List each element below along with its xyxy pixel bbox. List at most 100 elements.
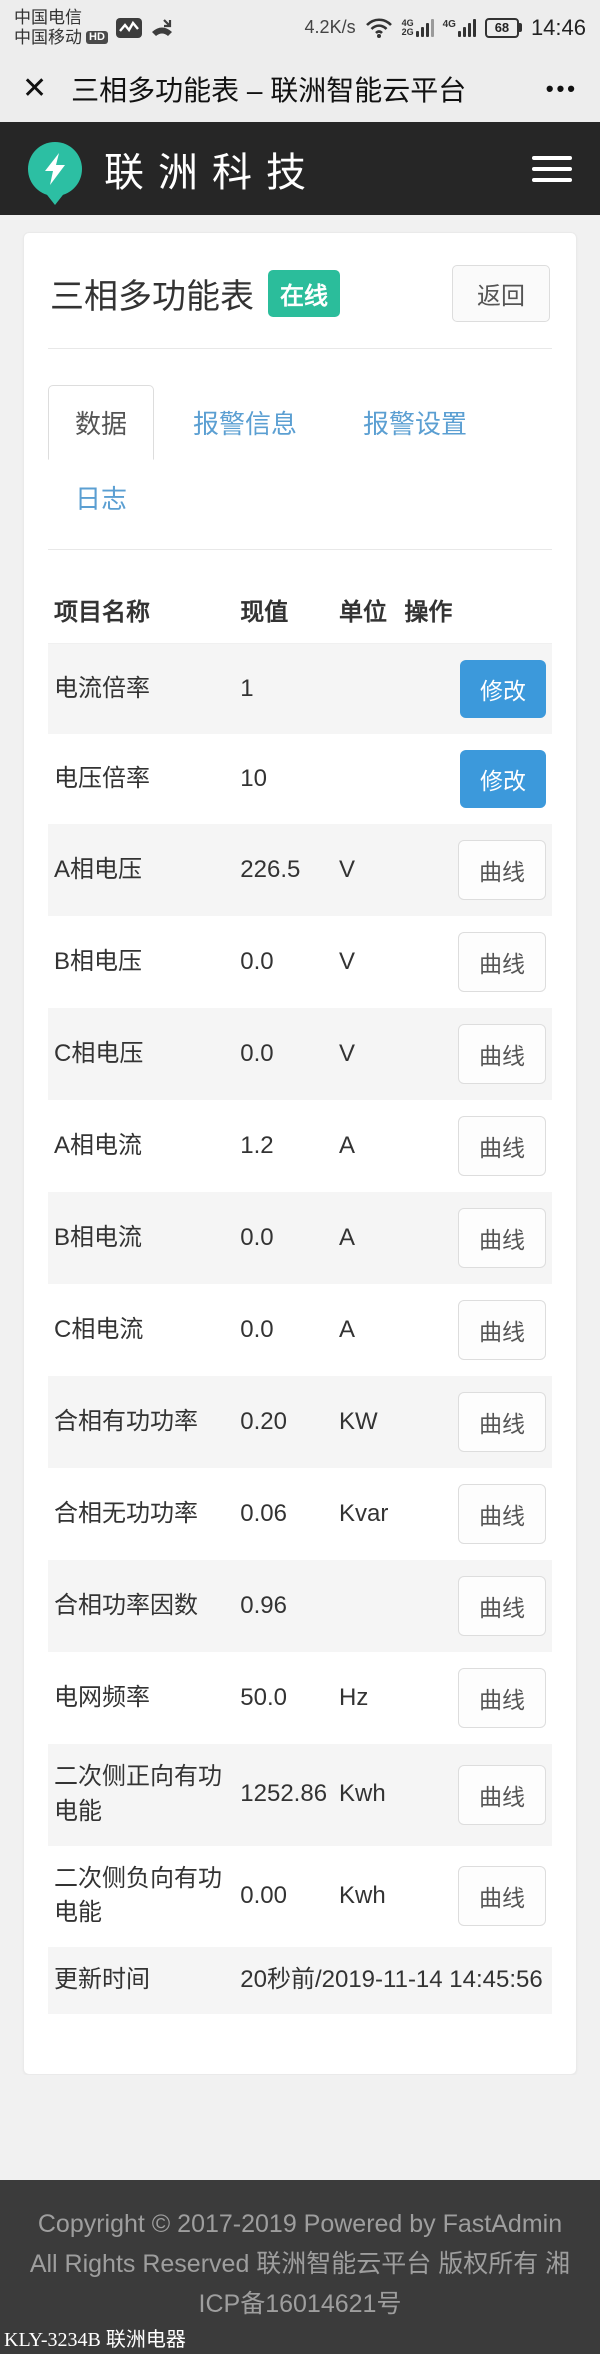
item-action-cell: 曲线	[398, 1560, 552, 1652]
close-icon[interactable]: ✕	[22, 71, 48, 105]
item-name: 合相有功功率	[54, 1407, 198, 1435]
item-unit: A	[339, 1315, 356, 1343]
page-title: 三相多功能表	[50, 278, 254, 316]
curve-button[interactable]: 曲线	[458, 1484, 546, 1544]
item-name: 电流倍率	[54, 674, 150, 702]
status-badge: 在线	[268, 270, 340, 317]
curve-button[interactable]: 曲线	[458, 1300, 546, 1360]
table-row: C相电流 0.0 A 曲线	[48, 1284, 552, 1376]
item-unit	[333, 644, 398, 735]
curve-button[interactable]: 曲线	[458, 1116, 546, 1176]
item-action-cell: 曲线	[398, 1846, 552, 1948]
table-row: 电压倍率 10 修改	[48, 734, 552, 824]
brand-name: 联洲科技	[104, 150, 320, 195]
item-action-cell: 曲线	[398, 1744, 552, 1846]
battery-percent: 68	[494, 20, 510, 35]
modify-button[interactable]: 修改	[460, 750, 546, 808]
hd-volte-icon: HD	[86, 31, 108, 44]
network-speed: 4.2K/s	[304, 17, 356, 37]
item-action-cell: 曲线	[398, 1376, 552, 1468]
curve-button[interactable]: 曲线	[458, 1668, 546, 1728]
item-name: B相电流	[54, 1223, 143, 1251]
item-value: 0.0	[240, 947, 274, 975]
item-value: 1	[240, 674, 254, 702]
curve-button[interactable]: 曲线	[458, 1208, 546, 1268]
item-value: 50.0	[240, 1683, 287, 1711]
curve-button[interactable]: 曲线	[458, 1866, 546, 1927]
item-name: 合相无功功率	[54, 1499, 198, 1527]
item-value: 0.0	[240, 1039, 274, 1067]
clock: 14:46	[530, 14, 586, 40]
item-action-cell: 曲线	[398, 1100, 552, 1192]
table-row: 合相有功功率 0.20 KW 曲线	[48, 1376, 552, 1468]
item-name: A相电压	[54, 855, 143, 883]
curve-button[interactable]: 曲线	[458, 1024, 546, 1084]
table-row: 电网频率 50.0 Hz 曲线	[48, 1652, 552, 1744]
item-value: 0.20	[240, 1407, 287, 1435]
item-unit: V	[339, 947, 356, 975]
page-bottom-spacer	[0, 2074, 600, 2180]
item-unit: Kwh	[339, 1881, 386, 1909]
item-unit: V	[339, 855, 356, 883]
tab-alarm-info[interactable]: 报警信息	[193, 409, 298, 439]
hamburger-menu-icon[interactable]	[532, 155, 572, 182]
item-action-cell: 曲线	[398, 1284, 552, 1376]
curve-button[interactable]: 曲线	[458, 840, 546, 900]
item-unit: V	[339, 1039, 356, 1067]
column-header-unit: 单位	[333, 578, 399, 644]
device-card: 三相多功能表 在线 返回 数据 报警信息 报警设置 日志 项目名称 现值 单位 操作 …	[23, 232, 577, 2075]
table-row: B相电流 0.0 A 曲线	[48, 1192, 552, 1284]
item-unit: A	[339, 1223, 356, 1251]
carrier-labels: 中国电信 中国移动 HD	[14, 8, 108, 48]
notification-chart-icon	[115, 17, 142, 38]
item-name: 更新时间	[54, 1966, 150, 1994]
more-menu-icon[interactable]: •••	[545, 75, 578, 101]
carrier-primary: 中国电信	[14, 7, 82, 27]
item-unit: Hz	[339, 1683, 369, 1711]
wifi-icon	[365, 17, 393, 38]
tab-alarm-settings[interactable]: 报警设置	[363, 409, 468, 439]
column-header-name: 项目名称	[48, 578, 235, 644]
item-unit	[333, 734, 398, 824]
item-unit: Kwh	[339, 1780, 386, 1808]
back-button[interactable]: 返回	[452, 265, 550, 322]
item-name: A相电流	[54, 1131, 143, 1159]
sim2-signal-icon: 4G	[443, 18, 476, 37]
item-action-cell: 曲线	[398, 916, 552, 1008]
tab-bar: 数据 报警信息 报警设置日志	[48, 385, 552, 535]
item-name: C相电流	[54, 1315, 144, 1343]
brand-logo-icon	[28, 141, 82, 196]
tab-data[interactable]: 数据	[48, 385, 155, 460]
item-name: 合相功率因数	[54, 1591, 198, 1619]
item-name: 二次侧负向有功电能	[54, 1864, 222, 1927]
curve-button[interactable]: 曲线	[458, 1576, 546, 1636]
column-header-action: 操作	[398, 578, 552, 644]
item-action-cell: 修改	[398, 734, 552, 824]
curve-button[interactable]: 曲线	[458, 1392, 546, 1452]
sim1-signal-icon: 4G 2G	[402, 18, 434, 37]
tab-logs[interactable]: 日志	[75, 484, 128, 514]
table-row: 电流倍率 1 修改	[48, 643, 552, 735]
table-row: 合相无功功率 0.06 Kvar 曲线	[48, 1468, 552, 1560]
item-action-cell: 修改	[398, 644, 552, 735]
item-action-cell: 曲线	[398, 1008, 552, 1100]
table-row: 二次侧负向有功电能 0.00 Kwh 曲线	[48, 1846, 552, 1948]
item-unit: A	[339, 1131, 356, 1159]
item-value: 0.0	[240, 1223, 274, 1251]
modify-button[interactable]: 修改	[460, 660, 546, 718]
table-row: A相电流 1.2 A 曲线	[48, 1100, 552, 1192]
item-unit	[333, 1560, 398, 1652]
curve-button[interactable]: 曲线	[458, 1764, 546, 1825]
item-unit: KW	[339, 1407, 378, 1435]
item-name: 电网频率	[54, 1683, 150, 1711]
table-row: 合相功率因数 0.96 曲线	[48, 1560, 552, 1652]
item-value: 10	[240, 764, 267, 792]
item-name: 电压倍率	[54, 764, 150, 792]
table-row: 二次侧正向有功电能 1252.86 Kwh 曲线	[48, 1744, 552, 1846]
missed-call-icon	[150, 18, 174, 38]
curve-button[interactable]: 曲线	[458, 932, 546, 992]
item-action-cell: 曲线	[398, 1652, 552, 1744]
item-name: 二次侧正向有功电能	[54, 1763, 222, 1825]
battery-icon: 68	[484, 17, 522, 38]
item-action-cell: 曲线	[398, 1192, 552, 1284]
